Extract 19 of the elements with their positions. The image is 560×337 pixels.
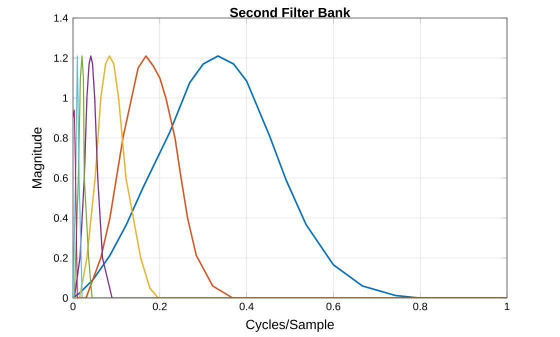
x-tick-label: 1: [504, 302, 510, 310]
x-tick-label: 0.6: [326, 302, 340, 310]
y-tick-label: 0: [62, 294, 68, 302]
y-axis-title: Magnitude: [32, 127, 44, 188]
y-tick-label: 1: [63, 94, 68, 102]
y-tick-label: 1.4: [54, 14, 68, 22]
y-tick-label: 0.6: [54, 174, 68, 182]
line-series: [73, 55, 507, 298]
y-tick-label: 0.4: [54, 214, 68, 222]
line-series: [73, 110, 507, 298]
x-tick-label: 0.8: [413, 302, 428, 310]
x-axis-title: Cycles/Sample: [246, 319, 334, 332]
chart-title: Second Filter Bank: [230, 8, 350, 18]
x-tick-label: 0: [70, 302, 76, 310]
y-tick-label: 1.2: [54, 54, 68, 62]
x-tick-label: 0.2: [152, 302, 167, 310]
y-tick-label: 0.8: [54, 134, 68, 142]
y-tick-label: 0.2: [54, 254, 68, 262]
x-tick-label: 0.4: [240, 302, 254, 310]
